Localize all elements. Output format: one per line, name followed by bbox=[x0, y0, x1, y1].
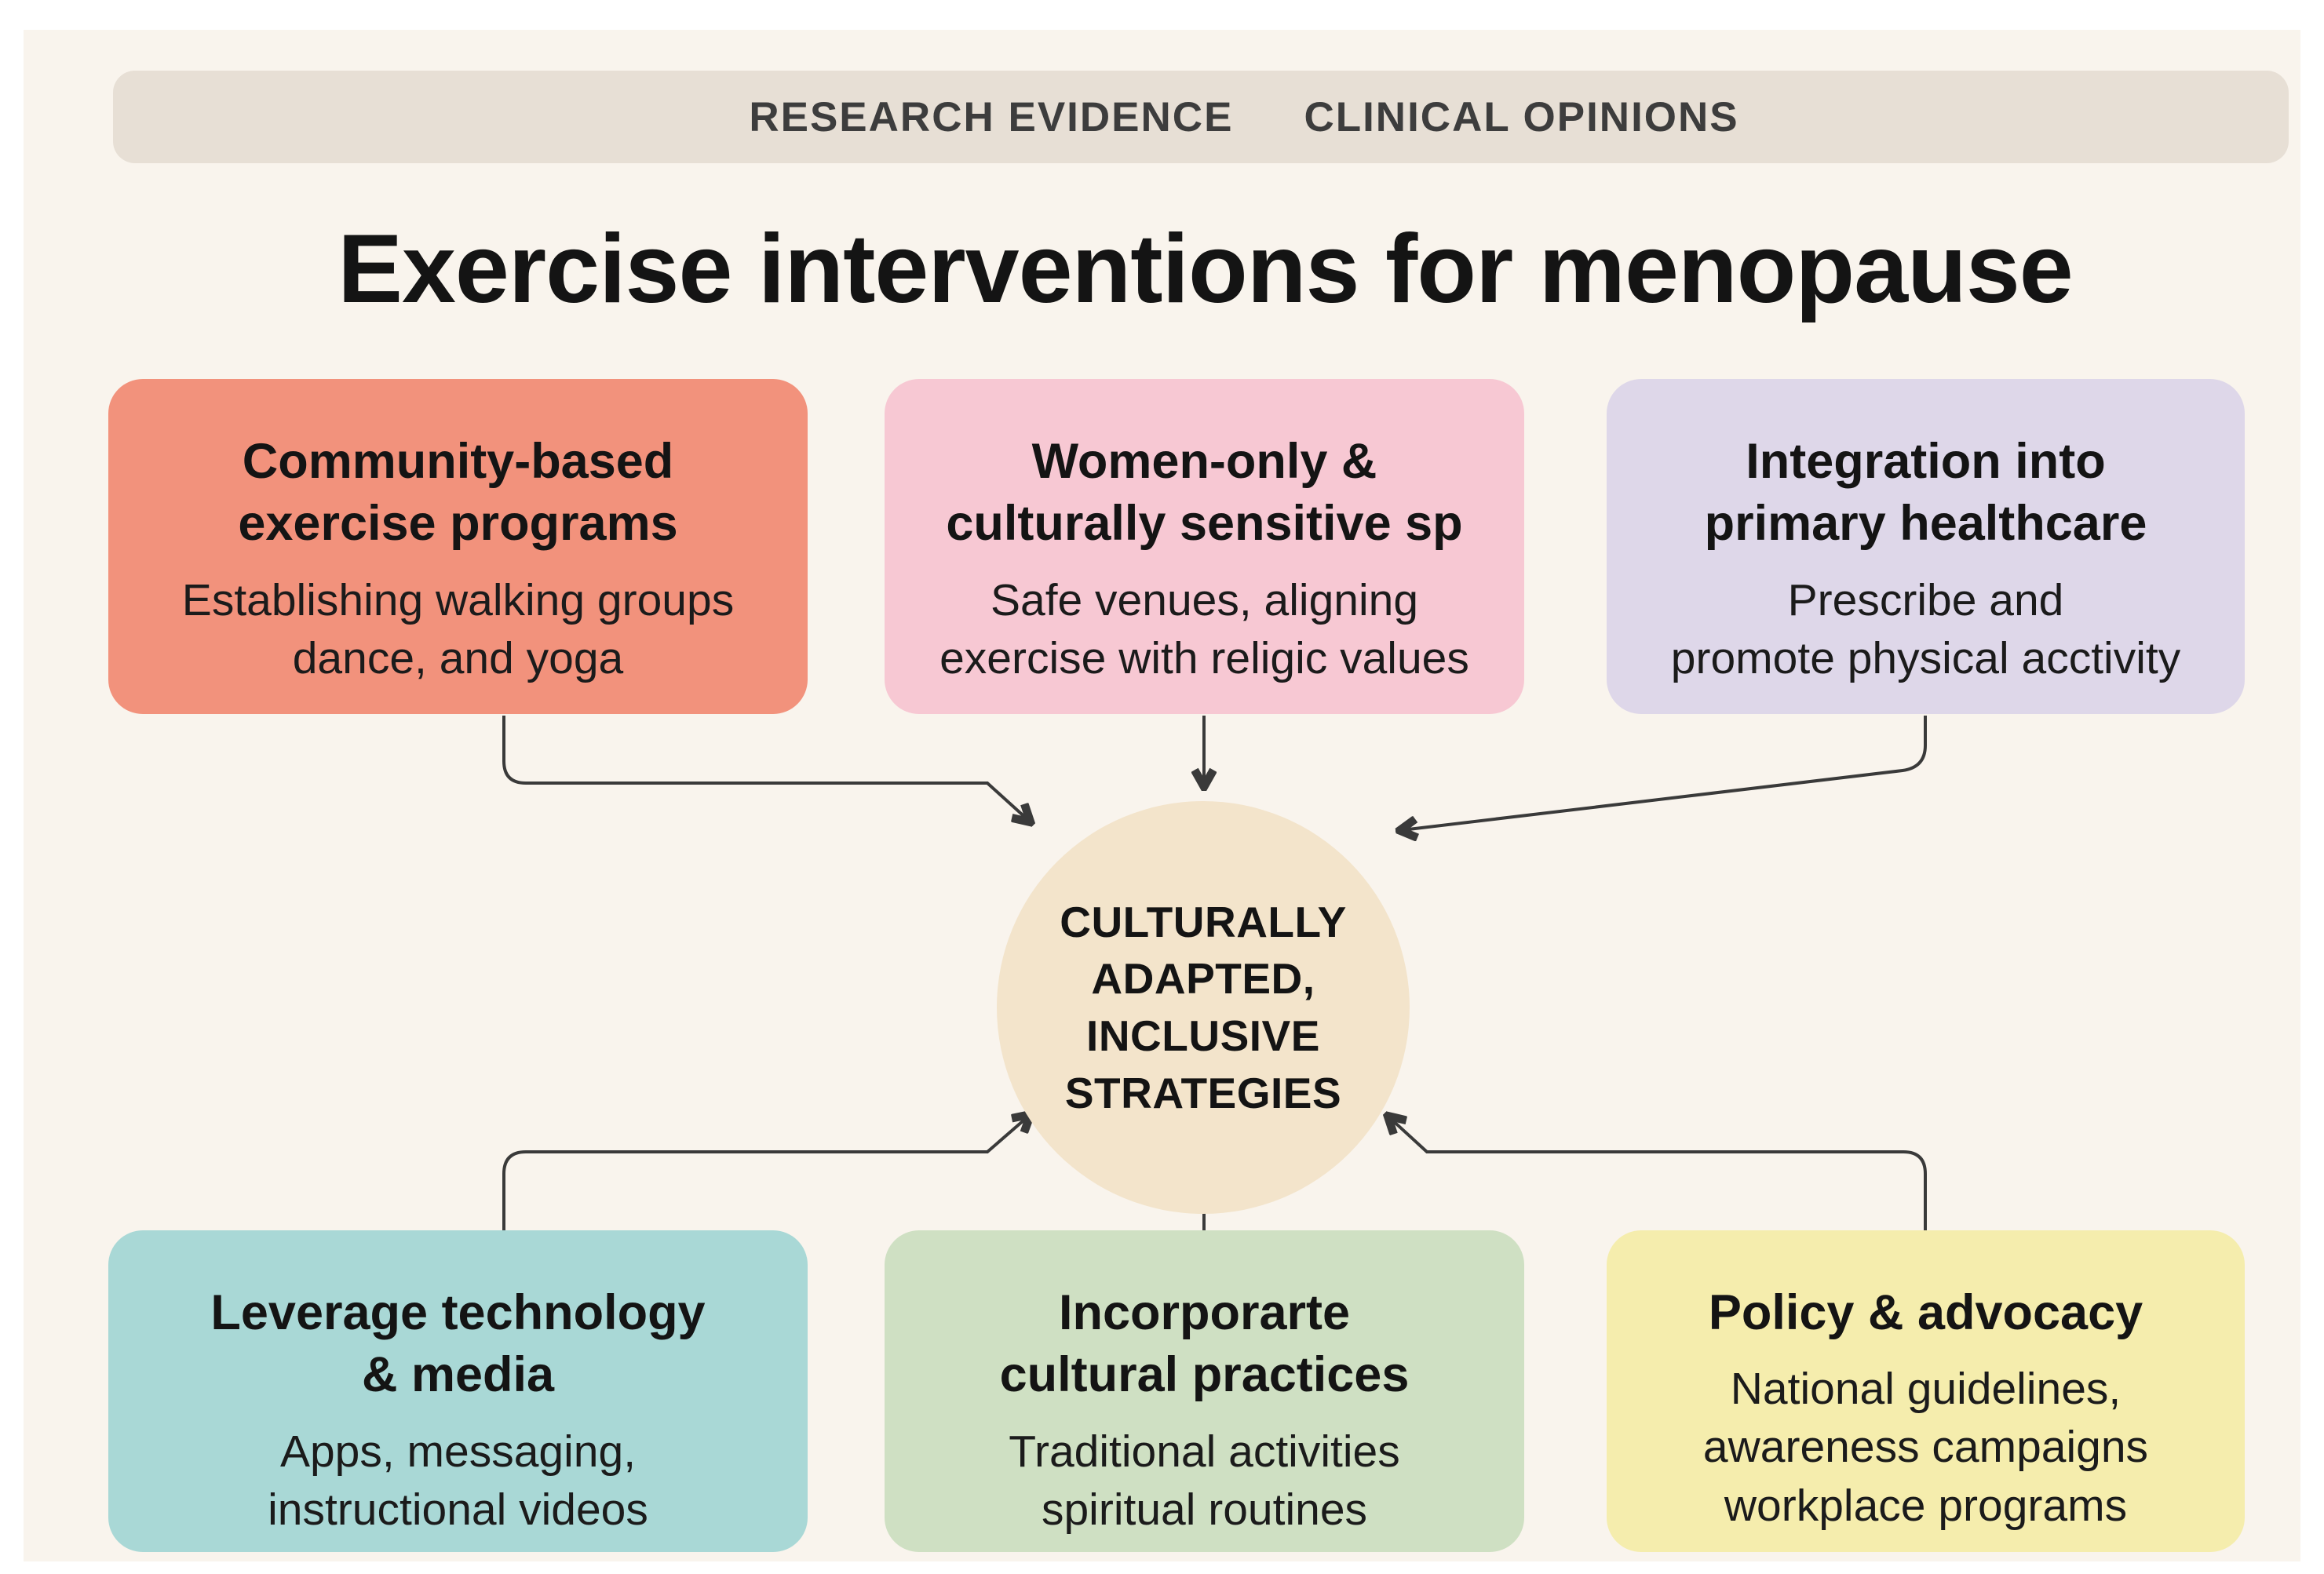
box-community-programs: Community-based exercise programs Establ… bbox=[108, 379, 808, 714]
box-technology-media: Leverage technology & media Apps, messag… bbox=[108, 1230, 808, 1552]
box-women-only-spaces: Women-only & culturally sensitive sp Saf… bbox=[885, 379, 1524, 714]
box-policy-advocacy: Policy & advocacy National guidelines, a… bbox=[1607, 1230, 2245, 1552]
box-cultural-body: Traditional activities spiritual routine… bbox=[1009, 1426, 1400, 1535]
center-circle: CULTURALLY ADAPTED, INCLUSIVE STRATEGIES bbox=[997, 801, 1410, 1214]
box-healthcare-body: Prescribe and promote physical acctivity bbox=[1670, 574, 2181, 683]
box-community-body: Establishing walking groups dance, and y… bbox=[181, 574, 735, 683]
box-cultural-practices: Incorporarte cultural practices Traditio… bbox=[885, 1230, 1524, 1552]
box-healthcare-heading: Integration into primary healthcare bbox=[1704, 434, 2147, 552]
box-community-heading: Community-based exercise programs bbox=[238, 434, 678, 552]
box-women-body: Safe venues, aligning exercise with reli… bbox=[939, 574, 1469, 683]
box-women-heading: Women-only & culturally sensitive sp bbox=[946, 434, 1463, 552]
box-tech-heading: Leverage technology & media bbox=[210, 1285, 706, 1403]
box-primary-healthcare: Integration into primary healthcare Pres… bbox=[1607, 379, 2245, 714]
header-item-clinical-opinions: CLINICAL OPINIONS bbox=[1304, 93, 1739, 140]
box-cultural-heading: Incorporarte cultural practices bbox=[999, 1285, 1410, 1403]
box-policy-body: National guidelines, awareness campaigns… bbox=[1702, 1364, 2149, 1531]
center-circle-text: CULTURALLY ADAPTED, INCLUSIVE STRATEGIES bbox=[1060, 897, 1347, 1117]
box-policy-heading: Policy & advocacy bbox=[1708, 1285, 2143, 1340]
page-title: Exercise interventions for menopause bbox=[337, 215, 2074, 323]
header-bar: RESEARCH EVIDENCE CLINICAL OPINIONS bbox=[113, 71, 2289, 163]
header-item-research-evidence: RESEARCH EVIDENCE bbox=[749, 93, 1234, 140]
box-tech-body: Apps, messaging, instructional videos bbox=[268, 1426, 648, 1535]
